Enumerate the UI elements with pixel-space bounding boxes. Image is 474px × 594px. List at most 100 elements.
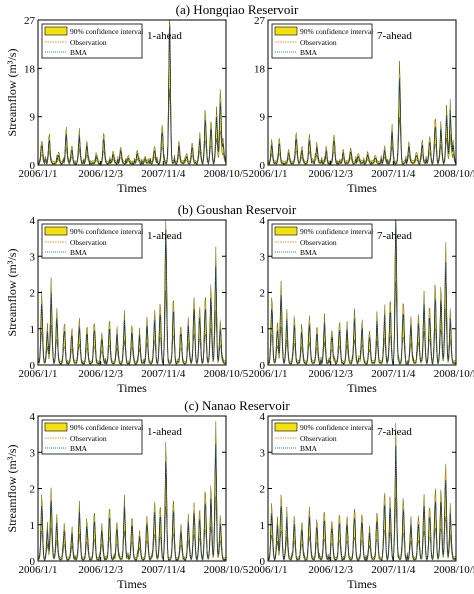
legend-observation-label: Observation: [70, 238, 107, 247]
y-tick-label: 2: [30, 288, 36, 300]
x-tick-label: 2008/10/5: [204, 168, 249, 180]
y-tick-label: 0: [30, 160, 36, 172]
panel-mode-label: 1-ahead: [147, 30, 182, 42]
row-title: (b) Goushan Reservoir: [178, 202, 297, 217]
series-bma-line: [267, 445, 457, 562]
panel-mode-label: 7-ahead: [377, 30, 412, 42]
plot-frame: [267, 19, 457, 166]
legend-bma-label: BMA: [300, 48, 318, 57]
x-tick-label: 2008/10/5: [434, 168, 474, 180]
legend-bma-label: BMA: [70, 248, 88, 257]
y-tick-label: 1: [30, 520, 36, 532]
y-tick-label: 27: [24, 15, 36, 27]
y-tick-label: 27: [254, 15, 266, 27]
series-bma-dotted: [267, 445, 457, 562]
x-axis-label: Times: [117, 577, 147, 591]
y-tick-label: 0: [30, 360, 36, 372]
y-tick-label: 2: [30, 484, 36, 496]
x-axis-label: Times: [117, 181, 147, 195]
y-tick-label: 4: [30, 411, 36, 423]
legend-box: [41, 23, 143, 59]
x-tick-label: 2006/1/1: [18, 564, 57, 576]
row-title: (c) Nanao Reservoir: [184, 398, 290, 413]
x-tick-label: 2006/1/1: [248, 564, 287, 576]
legend-observation-label: Observation: [70, 434, 107, 443]
x-tick-label: 2008/10/5: [434, 564, 474, 576]
series-bma-dotted: [267, 78, 457, 165]
x-tick-label: 2007/11/4: [371, 168, 416, 180]
legend-observation-label: Observation: [300, 38, 337, 47]
y-tick-label: 18: [24, 63, 36, 75]
chart-panel: 0 1 2 3 4 2006/1/1 2006/12/3 2007/11/4 2008/10/5…: [248, 215, 474, 395]
y-tick-label: 3: [260, 447, 266, 459]
x-tick-label: 2006/12/3: [78, 564, 123, 576]
series-bma-dotted: [37, 26, 227, 165]
series-bma-dotted: [267, 219, 457, 365]
x-tick-label: 2008/10/5: [434, 368, 474, 380]
legend-observation-label: Observation: [70, 38, 107, 47]
x-tick-label: 2007/11/4: [141, 564, 186, 576]
x-tick-label: 2006/12/3: [78, 168, 123, 180]
x-tick-label: 2007/11/4: [371, 368, 416, 380]
legend-observation-label: Observation: [300, 434, 337, 443]
chart-panel: 0 9 18 27 2006/1/1 2006/12/3 2007/11/4 2008/10/…: [248, 15, 474, 195]
legend-bma-label: BMA: [300, 444, 318, 453]
legend-ci-swatch: [44, 226, 68, 236]
chart-panel: 0 1 2 3 4 2006/1/1 2006/12/3 2007/11/4 2008/10/5…: [18, 411, 248, 591]
panel-mode-label: 1-ahead: [147, 426, 182, 438]
x-axis-label: Times: [347, 577, 377, 591]
y-tick-label: 1: [260, 520, 266, 532]
legend-ci-label: 90% confidence interval: [70, 423, 143, 432]
x-tick-label: 2006/12/3: [308, 368, 353, 380]
legend-ci-swatch: [44, 422, 68, 432]
y-tick-label: 9: [260, 112, 266, 124]
x-tick-label: 2006/1/1: [248, 368, 287, 380]
x-axis-label: Times: [347, 381, 377, 395]
series-observation-line: [267, 451, 457, 562]
legend-bma-label: BMA: [70, 444, 88, 453]
y-tick-label: 4: [30, 215, 36, 227]
x-tick-label: 2006/12/3: [308, 168, 353, 180]
x-tick-label: 2006/1/1: [18, 368, 57, 380]
x-axis-label: Times: [347, 181, 377, 195]
legend-ci-swatch: [274, 26, 298, 36]
y-tick-label: 2: [260, 484, 266, 496]
legend-ci-label: 90% confidence interval: [300, 423, 373, 432]
y-tick-label: 4: [260, 411, 266, 423]
y-tick-label: 1: [260, 324, 266, 336]
x-tick-label: 2007/11/4: [141, 368, 186, 380]
series-bma-line: [37, 229, 227, 366]
y-tick-label: 0: [260, 556, 266, 568]
x-tick-label: 2007/11/4: [141, 168, 186, 180]
plot-frame: [37, 19, 227, 166]
y-tick-label: 18: [254, 63, 266, 75]
row-title: (a) Hongqiao Reservoir: [176, 2, 299, 17]
series-bma-line: [37, 443, 227, 562]
chart-panel: 0 9 18 27 2006/1/1 2006/12/3 2007/11/4 2008/10/…: [18, 15, 248, 195]
legend-ci-swatch: [274, 226, 298, 236]
series-observation-line: [37, 452, 227, 562]
y-axis-label: Streamflow (m³/s): [5, 249, 19, 337]
legend-bma-label: BMA: [70, 48, 88, 57]
panel-mode-label: 7-ahead: [377, 230, 412, 242]
y-tick-label: 0: [30, 556, 36, 568]
y-tick-label: 3: [260, 251, 266, 263]
y-tick-label: 9: [30, 112, 36, 124]
x-axis-label: Times: [117, 381, 147, 395]
series-confidence-band: [267, 60, 457, 166]
y-tick-label: 0: [260, 160, 266, 172]
x-tick-label: 2007/11/4: [371, 564, 416, 576]
legend-ci-label: 90% confidence interval: [70, 227, 143, 236]
x-tick-label: 2006/1/1: [248, 168, 287, 180]
panel-mode-label: 1-ahead: [147, 230, 182, 242]
y-tick-label: 4: [260, 215, 266, 227]
x-tick-label: 2006/1/1: [18, 168, 57, 180]
x-tick-label: 2006/12/3: [308, 564, 353, 576]
x-tick-label: 2008/10/5: [204, 564, 249, 576]
